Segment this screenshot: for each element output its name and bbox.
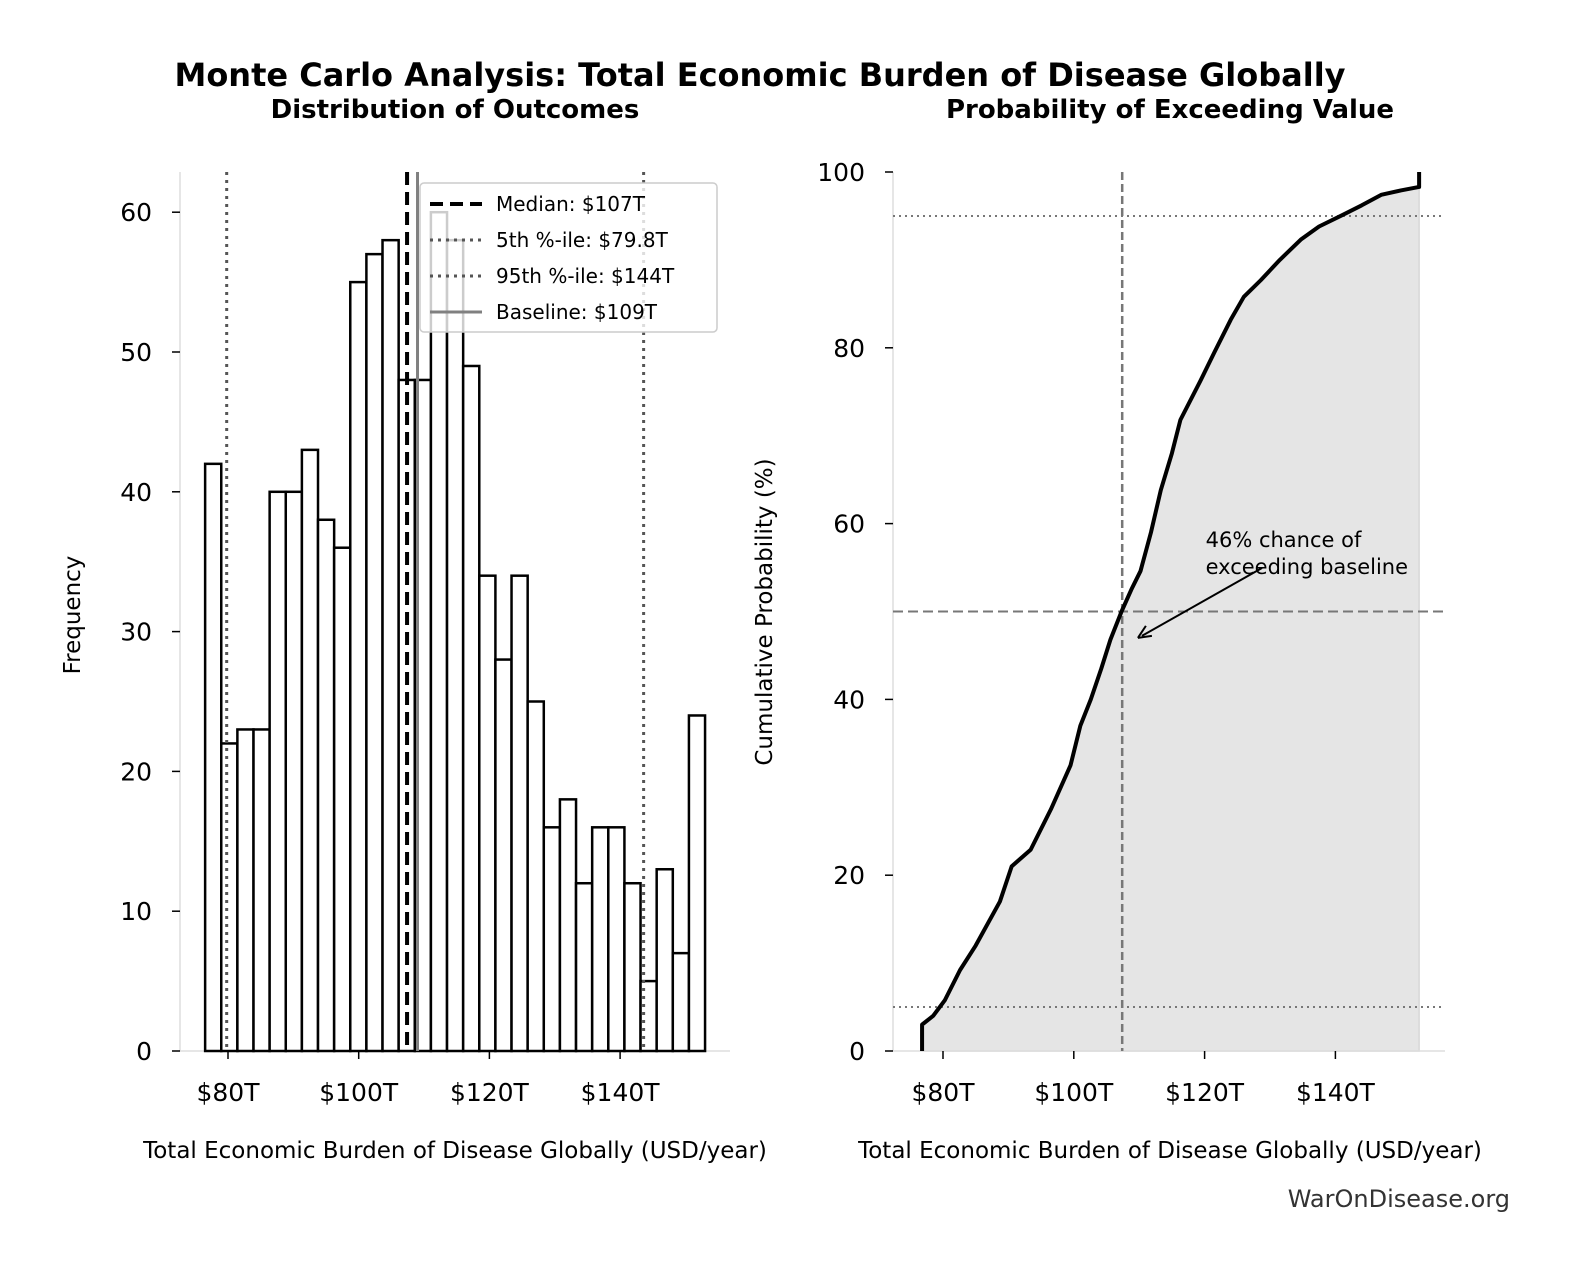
cdf-title: Probability of Exceeding Value [946,95,1394,125]
x-tick-label: $140T [1296,1078,1376,1107]
legend-box [419,182,718,333]
histogram-bar [220,742,239,1053]
x-tick-label: $80T [912,1078,976,1107]
histogram-bar [365,252,384,1053]
histogram-bar [445,238,465,1053]
y-tick-label: 20 [120,757,152,786]
cdf-line [920,172,1422,1051]
histogram-bar [236,728,255,1053]
annotation-arrow [1141,567,1263,637]
histogram-bar [542,826,562,1053]
histogram-bar [687,714,707,1053]
histogram-bar [252,728,271,1053]
y-tick-label: 40 [833,685,865,714]
legend-label: Baseline: $109T [496,300,658,324]
histogram-bar [639,979,658,1053]
x-tick-label: $80T [197,1078,261,1107]
histogram-bar [558,798,578,1053]
histogram-bar [478,574,497,1053]
cdf-xlabel: Total Economic Burden of Disease Globall… [857,1138,1482,1164]
x-tick-label: $120T [450,1078,530,1107]
watermark: WarOnDisease.org [1288,1185,1510,1213]
x-tick-label: $100T [1034,1078,1114,1107]
histogram-bar [590,826,610,1053]
histogram-bar [607,826,626,1053]
y-tick-label: 40 [120,478,152,507]
y-tick-label: 10 [120,897,152,926]
histogram-bar [655,868,675,1053]
histogram-bar [332,546,352,1053]
y-tick-label: 50 [120,338,152,367]
figure-title: Monte Carlo Analysis: Total Economic Bur… [174,56,1345,94]
y-tick-label: 60 [833,510,865,539]
histogram-axes: $80T $100T $120T $140T 0 10 20 30 40 50 60 Median: … [120,172,730,1107]
histogram-bar [284,490,304,1053]
histogram-bar [574,881,594,1053]
histogram-bar [623,881,642,1053]
legend-label: 5th %-ile: $79.8T [496,228,669,252]
cdf-axes: 46% chance of exceeding baseline $80T $100T… [817,158,1445,1107]
histogram-bar [316,518,336,1053]
histogram-bar [526,700,546,1053]
histogram-title: Distribution of Outcomes [271,95,640,125]
legend-label: Median: $107T [496,192,646,216]
cdf-ylabel: Cumulative Probability (%) [752,458,778,765]
y-tick-label: 0 [136,1037,152,1066]
legend-label: 95th %-ile: $144T [496,264,675,288]
y-tick-label: 80 [833,334,865,363]
x-tick-label: $120T [1165,1078,1245,1107]
histogram-bar [349,280,368,1053]
histogram-bar [671,951,691,1053]
x-tick-label: $100T [319,1078,399,1107]
y-tick-label: 60 [120,198,152,227]
histogram-bar [461,364,481,1053]
histogram-bar [429,210,449,1053]
legend: Median: $107T 5th %-ile: $79.8T 95th %-ile… [419,182,718,333]
annotation-line2: exceeding baseline [1206,555,1408,579]
y-tick-label: 20 [833,861,865,890]
histogram-bar [203,462,223,1053]
y-tick-label: 30 [120,618,152,647]
x-tick-label: $140T [581,1078,661,1107]
histogram-bar [300,448,320,1053]
histogram-bar [381,238,400,1053]
histogram-bar [268,490,288,1053]
y-tick-label: 0 [849,1037,865,1066]
histogram-xlabel: Total Economic Burden of Disease Globall… [142,1138,767,1164]
histogram-bar [510,574,529,1053]
y-tick-label: 100 [817,158,865,187]
arrow-head-icon [1137,625,1153,639]
annotation-line1: 46% chance of [1206,528,1362,552]
histogram-ylabel: Frequency [60,556,86,675]
histogram-bar [494,658,513,1053]
